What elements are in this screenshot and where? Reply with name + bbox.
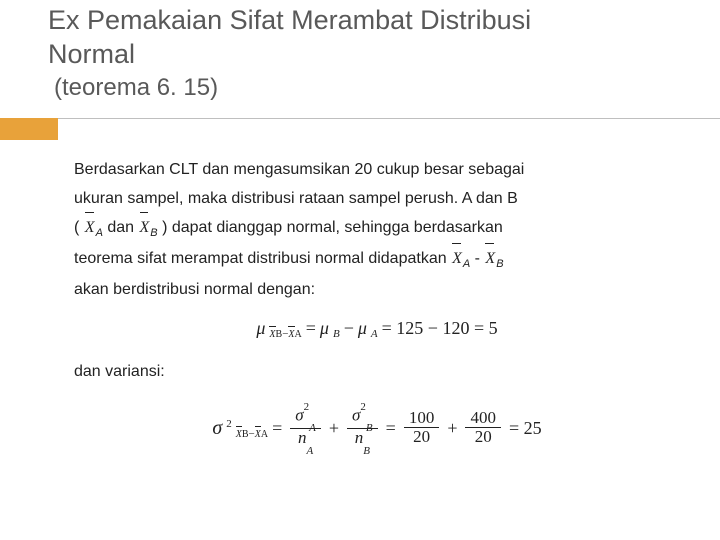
sigB-sup: 2 xyxy=(360,401,366,413)
sigma-sup: 2 xyxy=(226,415,232,434)
eq-sign-2: = xyxy=(272,413,282,444)
f2n: 400 xyxy=(465,409,501,428)
sigA: σ xyxy=(295,406,303,425)
mu-lhs-sub: XB−XA xyxy=(269,325,301,344)
accent-bar xyxy=(0,118,58,140)
mu-sub-b: B xyxy=(276,329,283,340)
paragraph-line-3: ( XA dan XB ) dapat dianggap normal, seh… xyxy=(74,214,680,243)
mu-lhs: μ xyxy=(256,313,265,344)
minus-text: - xyxy=(470,250,484,267)
sub-b2: B xyxy=(496,258,503,270)
sig-sub-b: B xyxy=(242,429,249,440)
frac-sigma-a: σ2A nA xyxy=(290,405,321,451)
line4-pre: teorema sifat merampat distribusi normal… xyxy=(74,250,451,267)
x-b2: X xyxy=(485,250,495,267)
paren-open: ( xyxy=(74,219,84,236)
slide-title-area: Ex Pemakaian Sifat Merambat Distribusi N… xyxy=(0,0,720,102)
body-content: Berdasarkan CLT dan mengasumsikan 20 cuk… xyxy=(74,156,680,451)
frac-sigma-b: σ2B nB xyxy=(347,405,378,451)
sig-sub-xa: X xyxy=(255,429,261,440)
equation-mean: μXB−XA = μB − μA = 125 − 120 = 5 xyxy=(74,313,680,344)
mu-a-sub: A xyxy=(371,325,378,344)
sigA-sup: 2 xyxy=(304,401,310,413)
f1n: 100 xyxy=(404,409,440,428)
paren-close-text: ) dapat dianggap normal, sehingga berdas… xyxy=(158,219,503,236)
xbar-b2-symbol: X xyxy=(484,245,496,272)
f2d: 20 xyxy=(470,428,497,447)
nB: n xyxy=(355,428,364,447)
title-line-1: Ex Pemakaian Sifat Merambat Distribusi xyxy=(48,4,720,38)
frac-400-20: 400 20 xyxy=(465,409,501,447)
mu-b-sub: B xyxy=(333,325,340,344)
mu-sub-xa: X xyxy=(288,329,294,340)
minus-1: − xyxy=(344,313,354,344)
eq1-rhs: = 125 − 120 = 5 xyxy=(382,313,498,344)
sig-sub-a: A xyxy=(261,429,268,440)
title-subtitle: (teorema 6. 15) xyxy=(48,74,720,102)
plus-1: + xyxy=(329,413,339,444)
xbar-a2-symbol: X xyxy=(451,245,463,272)
eq-sign-1: = xyxy=(306,313,316,344)
xbar-b-symbol: X xyxy=(139,214,151,241)
nA-sub: A xyxy=(306,445,313,457)
sigB-sub: B xyxy=(366,422,373,434)
sub-b: B xyxy=(150,228,157,240)
x-a: X xyxy=(85,219,95,236)
sigma-lhs: σ xyxy=(212,411,222,445)
xbar-a-symbol: X xyxy=(84,214,96,241)
equation-variance: σ2XB−XA = σ2A nA + σ2B nB = 100 20 + xyxy=(74,405,680,451)
mu-a: μ xyxy=(358,313,367,344)
paragraph-line-4: teorema sifat merampat distribusi normal… xyxy=(74,245,680,274)
title-line-2: Normal xyxy=(48,38,720,72)
eq-sign-3: = xyxy=(386,413,396,444)
sigA-sub: A xyxy=(309,422,316,434)
dan-text: dan xyxy=(103,219,139,236)
sigma-lhs-sub: XB−XA xyxy=(236,425,268,444)
paragraph-line-5: akan berdistribusi normal dengan: xyxy=(74,276,680,303)
paragraph-line-1: Berdasarkan CLT dan mengasumsikan 20 cuk… xyxy=(74,156,680,183)
mu-b: μ xyxy=(320,313,329,344)
dan-variansi-text: dan variansi: xyxy=(74,358,680,385)
title-divider xyxy=(58,118,720,119)
sig-sub-xb: X xyxy=(236,429,242,440)
sub-a: A xyxy=(96,228,103,240)
paragraph-line-2: ukuran sampel, maka distribusi rataan sa… xyxy=(74,185,680,212)
f1d: 20 xyxy=(408,428,435,447)
frac-100-20: 100 20 xyxy=(404,409,440,447)
eq2-result: = 25 xyxy=(509,413,542,444)
mu-sub-xb: X xyxy=(269,329,275,340)
mu-sub-a: A xyxy=(295,329,302,340)
x-b: X xyxy=(140,219,150,236)
x-a2: X xyxy=(452,250,462,267)
nB-sub: B xyxy=(363,445,370,457)
plus-2: + xyxy=(447,413,457,444)
